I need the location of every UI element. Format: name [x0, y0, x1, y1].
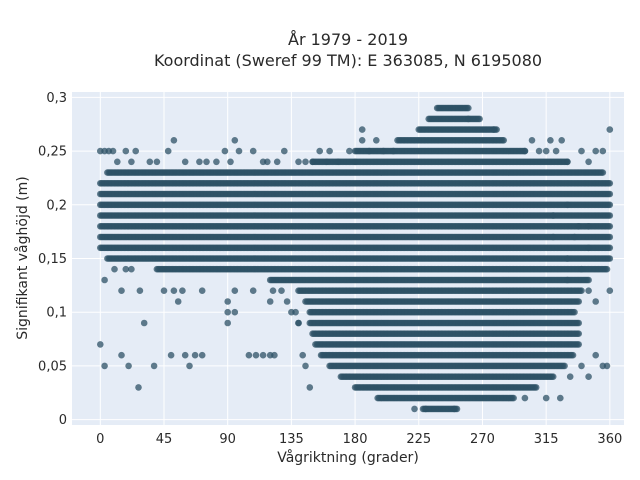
scatter-point — [606, 201, 614, 209]
scatter-point — [585, 276, 592, 284]
scatter-point — [606, 255, 614, 262]
scatter-point — [575, 298, 582, 305]
scatter-point — [578, 287, 585, 295]
scatter-point — [606, 233, 614, 241]
scatter-points — [97, 104, 614, 413]
scatter-point — [510, 394, 517, 402]
scatter-point — [571, 308, 578, 316]
scatter-point — [603, 265, 611, 273]
scatter-point — [575, 319, 582, 327]
scatter-point — [532, 384, 540, 391]
scatter-point — [606, 190, 614, 198]
scatter-point — [575, 341, 582, 348]
scatter-point — [561, 362, 568, 370]
scatter-point — [575, 330, 582, 338]
scatter-point — [606, 212, 614, 219]
scatter-point — [549, 373, 557, 381]
chart-title-line1: År 1979 - 2019 — [288, 30, 408, 49]
chart-title-line2: Koordinat (Sweref 99 TM): E 363085, N 61… — [154, 51, 542, 70]
scatter-point — [569, 351, 577, 359]
scatter-point — [606, 244, 614, 252]
scatter-point — [606, 223, 614, 230]
